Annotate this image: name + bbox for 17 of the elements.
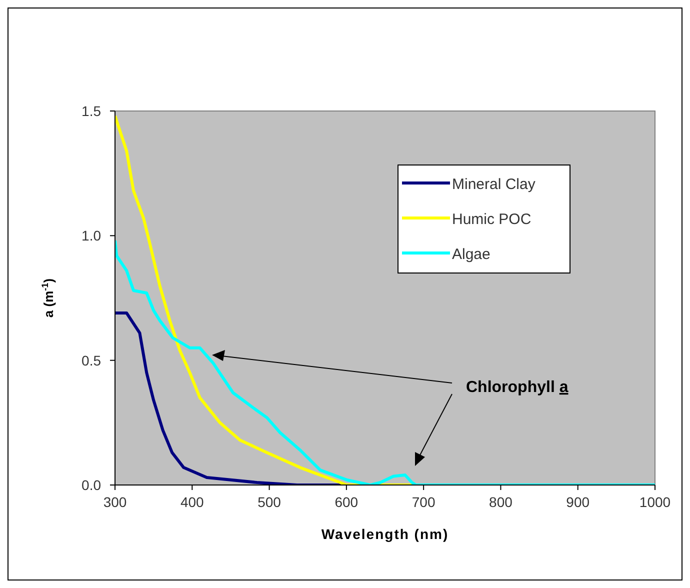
y-tick-label: 1.5 [82, 103, 102, 119]
x-tick-label: 800 [489, 494, 513, 510]
y-tick-label: 0.5 [82, 352, 102, 368]
x-tick-label: 600 [334, 494, 358, 510]
legend-label: Algae [452, 246, 490, 263]
x-tick-label: 300 [103, 494, 127, 510]
annotation: Chlorophyll a [466, 379, 568, 396]
x-tick-label: 400 [180, 494, 204, 510]
x-tick-label: 1000 [639, 494, 671, 510]
legend-label: Mineral Clay [452, 176, 536, 193]
x-tick-label: 700 [412, 494, 436, 510]
x-tick-label: 500 [258, 494, 282, 510]
x-tick-label: 900 [566, 494, 590, 510]
x-axis-title: Wavelength (nm) [321, 526, 449, 542]
legend-label: Humic POC [452, 211, 532, 228]
y-tick-label: 1.0 [82, 228, 102, 244]
y-tick-label: 0.0 [82, 477, 102, 493]
